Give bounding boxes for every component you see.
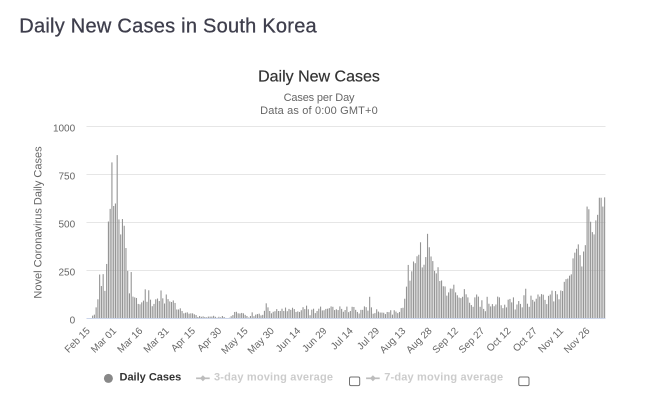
svg-text:Sep 12: Sep 12 [431, 325, 461, 355]
svg-text:Jun 29: Jun 29 [300, 325, 329, 354]
svg-text:May 30: May 30 [246, 325, 277, 356]
svg-text:Aug 13: Aug 13 [378, 325, 408, 355]
svg-text:Daily Cases: Daily Cases [120, 372, 182, 384]
svg-text:500: 500 [59, 219, 76, 230]
svg-text:Oct 27: Oct 27 [511, 325, 540, 354]
svg-text:Daily New Cases in South Korea: Daily New Cases in South Korea [19, 16, 317, 38]
svg-text:Mar 31: Mar 31 [142, 325, 172, 355]
svg-text:May 15: May 15 [220, 325, 251, 356]
svg-text:Mar 01: Mar 01 [89, 325, 119, 355]
svg-text:250: 250 [59, 267, 76, 278]
svg-text:Jul 14: Jul 14 [329, 325, 356, 352]
svg-text:Oct 12: Oct 12 [485, 325, 514, 354]
svg-text:3-day moving average: 3-day moving average [214, 372, 333, 384]
svg-text:0: 0 [70, 315, 76, 326]
svg-text:Aug 28: Aug 28 [404, 325, 434, 355]
svg-text:750: 750 [59, 171, 76, 182]
svg-text:7-day moving average: 7-day moving average [384, 372, 503, 384]
svg-text:Data as of 0:00 GMT+0: Data as of 0:00 GMT+0 [260, 105, 378, 117]
svg-text:Daily New Cases: Daily New Cases [258, 69, 380, 86]
svg-text:Apr 15: Apr 15 [169, 325, 198, 354]
svg-text:Feb 15: Feb 15 [63, 325, 93, 355]
svg-text:Nov 11: Nov 11 [536, 325, 566, 355]
svg-text:Nov 26: Nov 26 [562, 325, 592, 355]
svg-text:Sep 27: Sep 27 [457, 325, 487, 355]
svg-text:Mar 16: Mar 16 [116, 325, 146, 355]
svg-text:1000: 1000 [53, 123, 76, 134]
svg-text:Cases per Day: Cases per Day [284, 92, 355, 104]
svg-text:Jun 14: Jun 14 [274, 325, 303, 354]
svg-text:Novel Coronavirus Daily Cases: Novel Coronavirus Daily Cases [32, 146, 44, 299]
